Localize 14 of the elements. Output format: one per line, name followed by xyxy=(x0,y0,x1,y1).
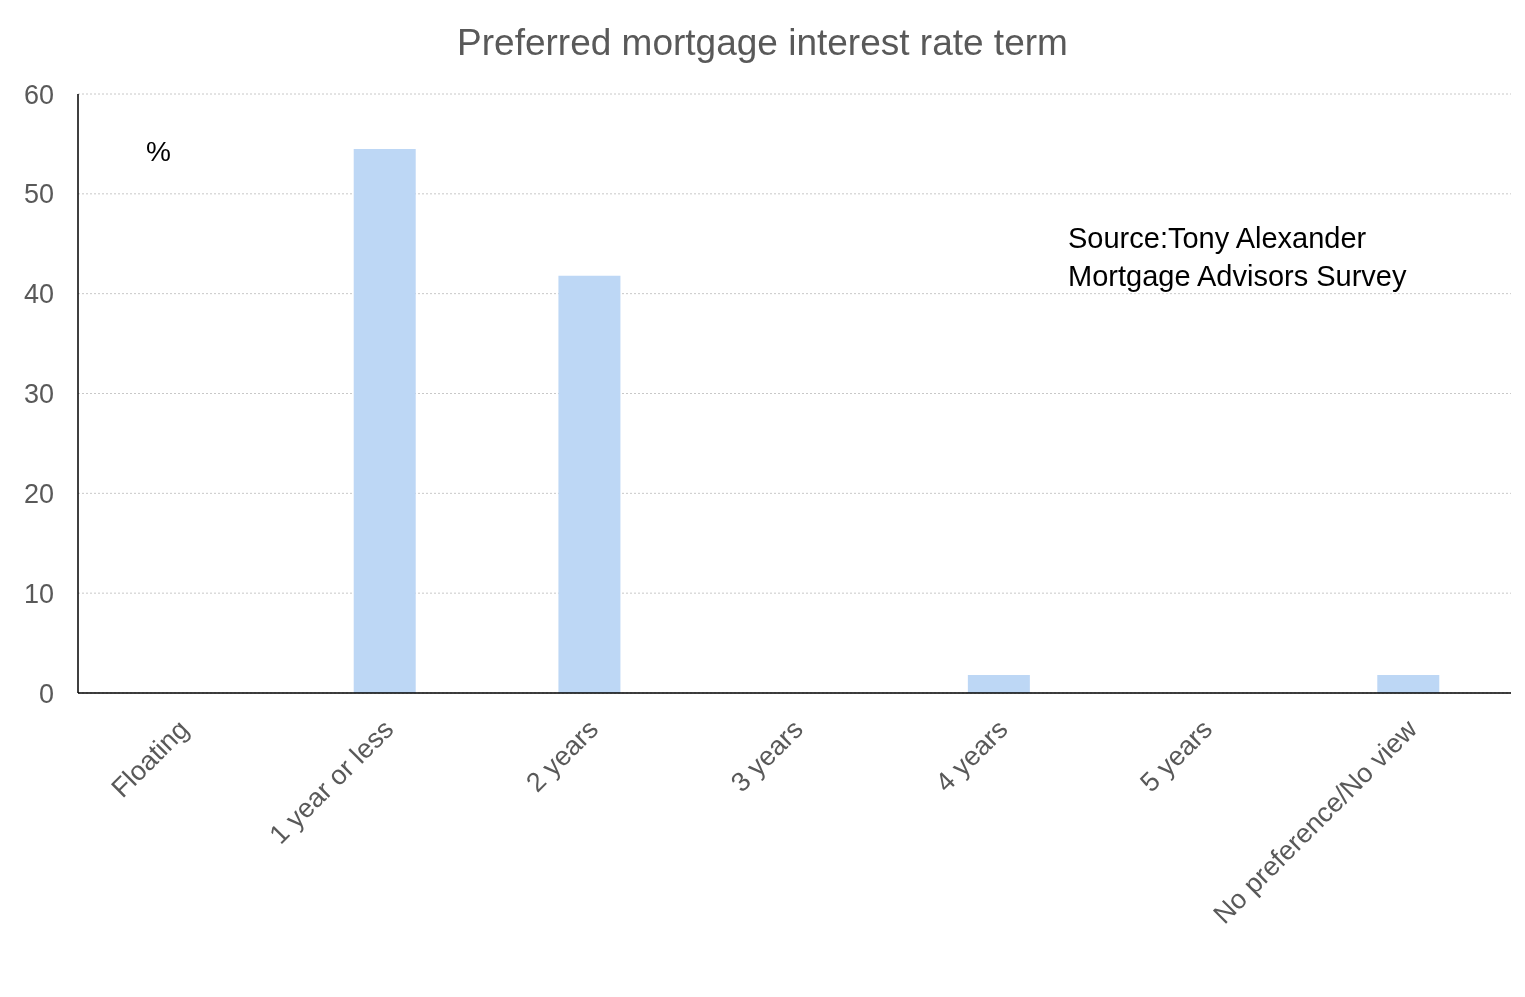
bar xyxy=(353,148,416,693)
chart-title: Preferred mortgage interest rate term xyxy=(456,22,1069,64)
y-tick-label: 10 xyxy=(23,578,54,609)
y-tick-label: 50 xyxy=(23,179,54,210)
annotation: Source:Tony Alexander Mortgage Advisors Survey xyxy=(1068,221,1408,294)
y-tick-label: 30 xyxy=(23,379,54,410)
y-axis-title: % xyxy=(146,136,171,168)
bar xyxy=(967,675,1030,693)
y-tick-label: 0 xyxy=(38,678,54,709)
y-tick-label: 40 xyxy=(23,279,54,310)
y-tick-label: 60 xyxy=(23,79,54,110)
bar xyxy=(558,275,621,693)
y-tick-label: 20 xyxy=(23,478,54,509)
bar xyxy=(1377,675,1440,693)
